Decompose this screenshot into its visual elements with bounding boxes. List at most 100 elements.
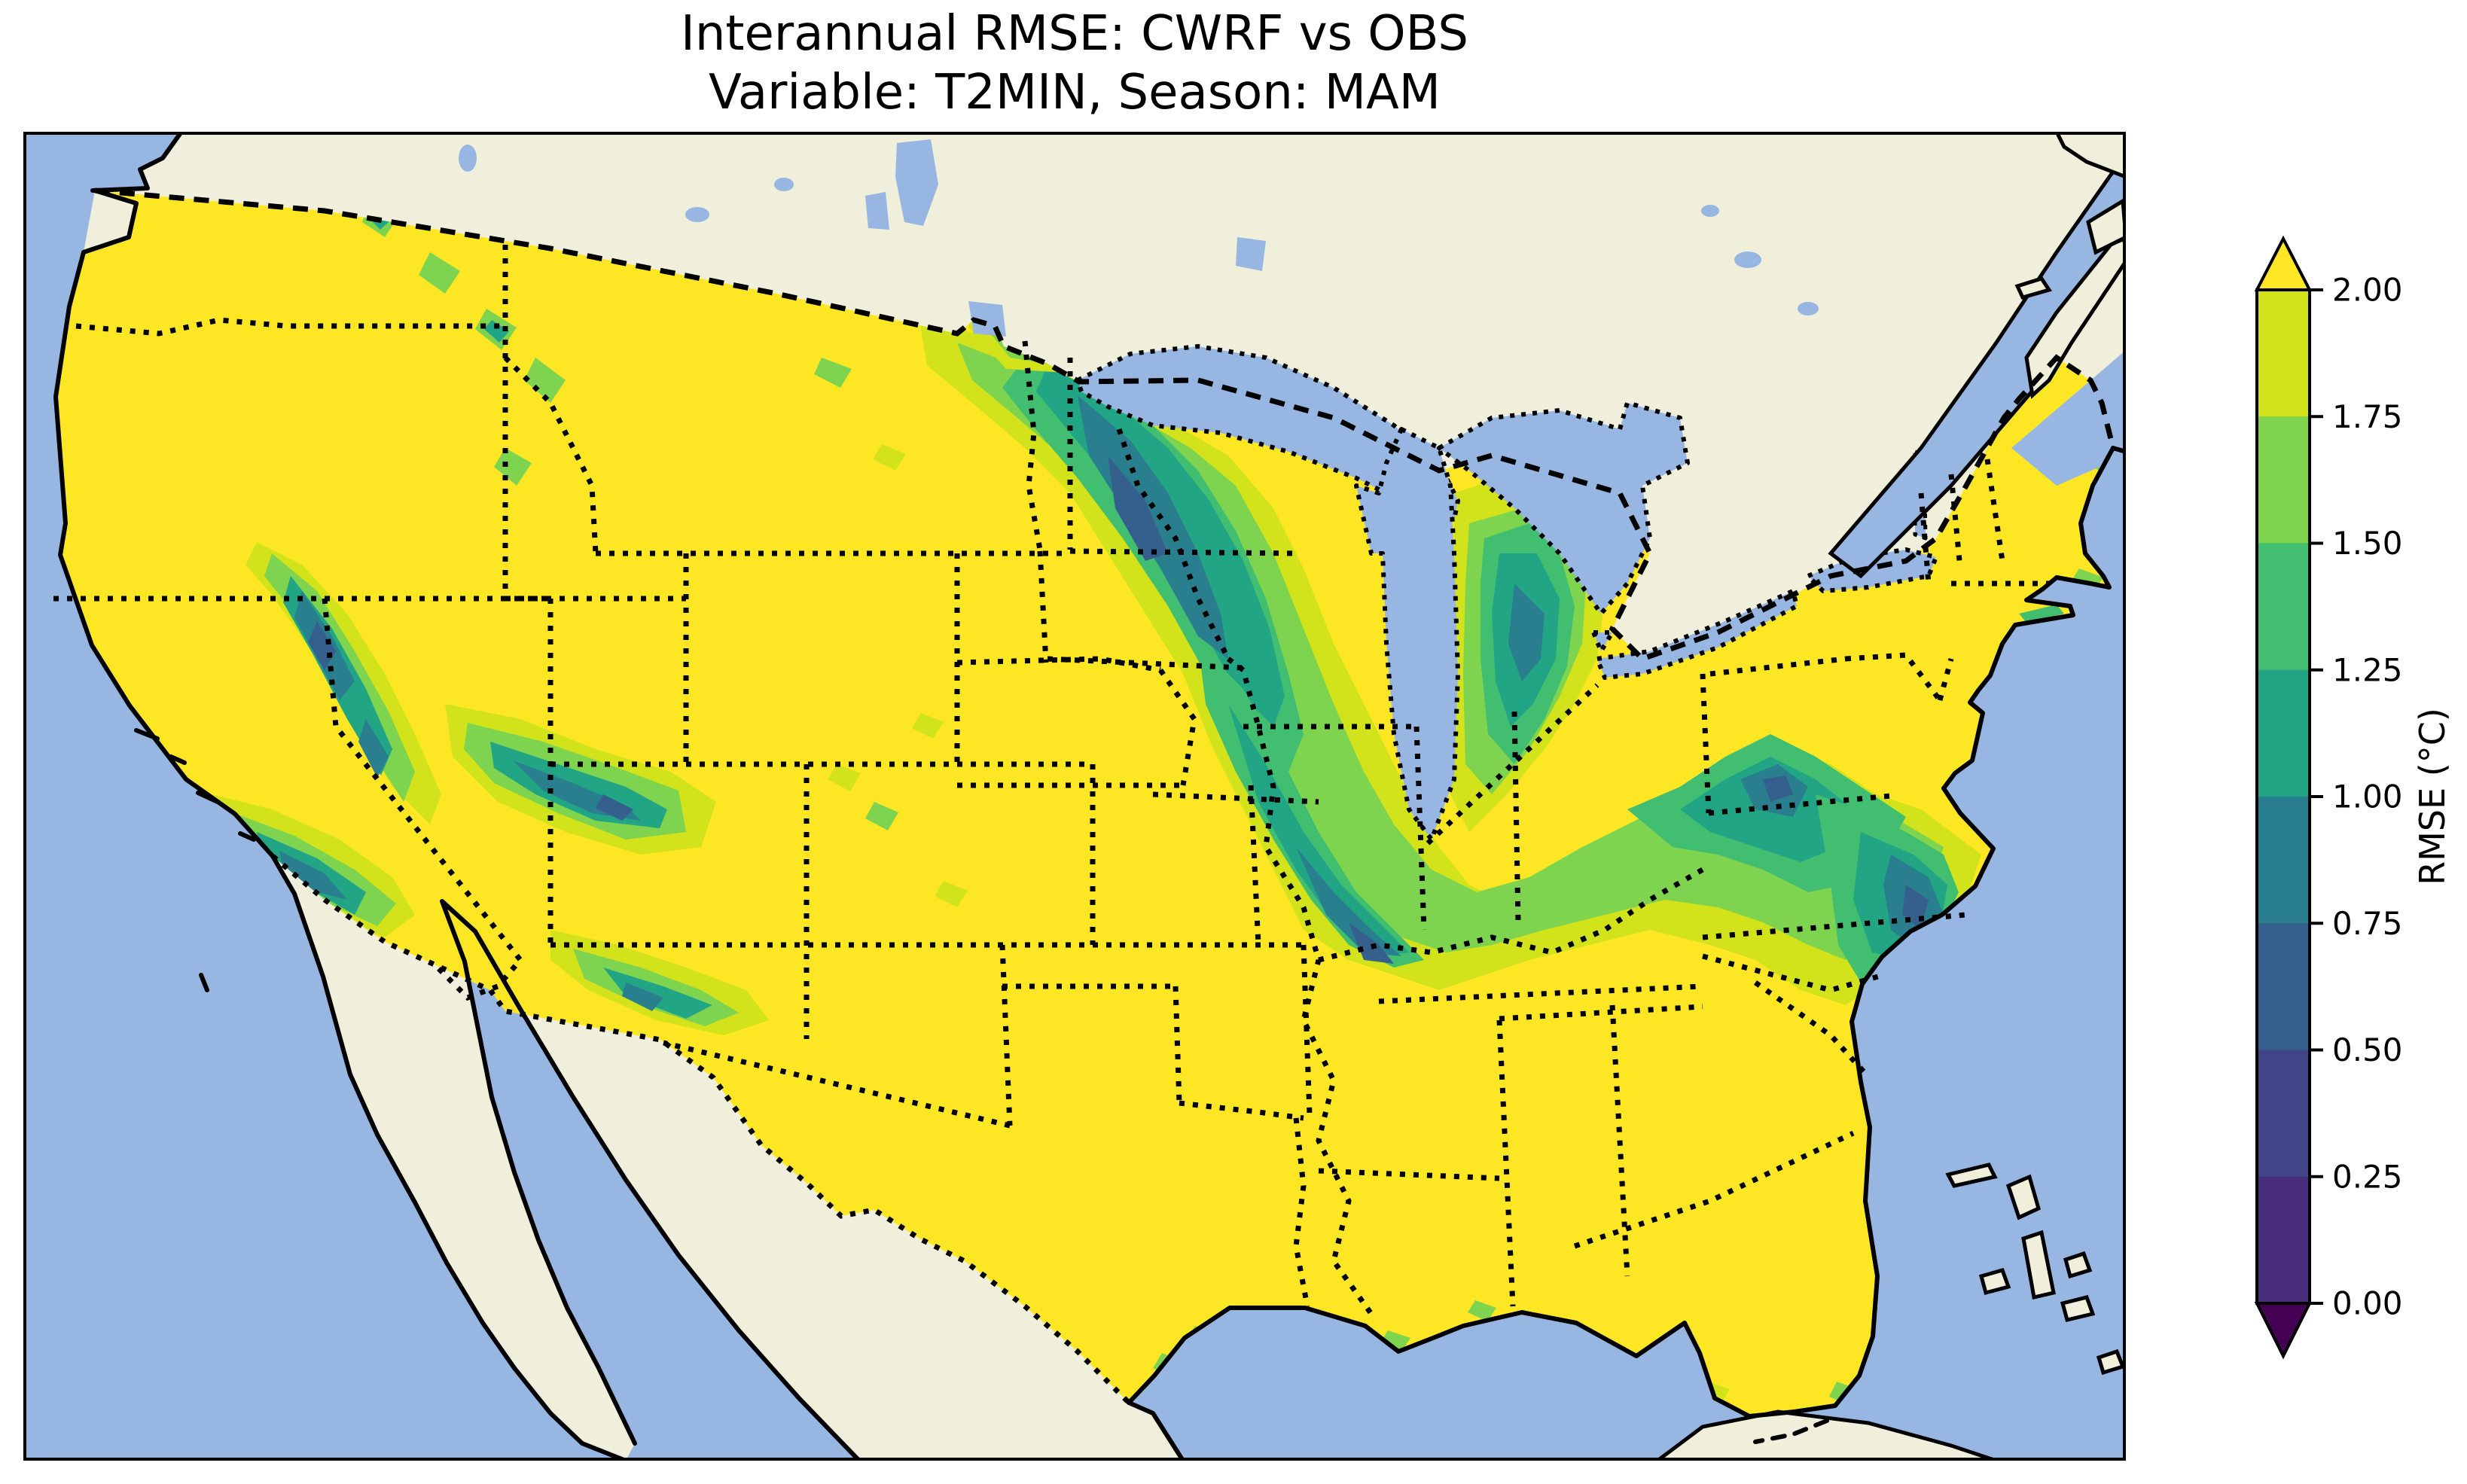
contour-cascade-4 <box>524 358 566 403</box>
lake-manitoba <box>865 192 889 230</box>
lake-speck-2 <box>774 178 794 191</box>
colorbar-tick-label: 0.50 <box>2332 1031 2403 1068</box>
border-nd-mn <box>1022 340 1043 550</box>
colorbar-tick-label: 1.25 <box>2332 651 2403 688</box>
contour-socal-075 <box>279 851 347 900</box>
bahama-island-1 <box>1945 1163 1998 1188</box>
great-lakes <box>1075 344 1938 842</box>
newfoundland-corner <box>2054 132 2126 179</box>
border-nh-me <box>1984 459 2005 562</box>
border-sd-mn <box>1037 550 1049 663</box>
contour-co-3 <box>912 713 944 739</box>
cape-breton <box>2086 197 2126 255</box>
border-mn-wi <box>1116 428 1231 660</box>
channel-island-2 <box>169 754 187 765</box>
contour-gulf-4 <box>1380 1330 1410 1351</box>
colorbar-segment <box>2257 1176 2310 1304</box>
border-pa-ny <box>1709 656 1846 677</box>
colorbar-segment <box>2257 923 2310 1051</box>
contour-mn-050 <box>1108 456 1168 561</box>
lake-speck-3 <box>1734 251 1761 268</box>
contour-co-1 <box>828 764 861 791</box>
lake-nipigon <box>1236 237 1266 271</box>
colorbar: 2.00 1.75 1.50 1.25 1.00 0.75 0.50 0.25 0.00 RMSE… <box>2206 211 2467 1400</box>
colorbar-tick-label: 0.25 <box>2332 1158 2403 1195</box>
border-tx-ok-100w <box>1173 986 1182 1104</box>
contour-az-075 <box>622 983 663 1011</box>
lake-stclair <box>1591 630 1615 654</box>
lake-superior <box>1075 344 1460 522</box>
contour-cascade-5 <box>494 448 532 486</box>
bahama-island-6 <box>1978 1267 2011 1296</box>
border-tx-la <box>1293 1117 1310 1307</box>
contour-cascade-3c <box>484 320 509 343</box>
border-al-ga <box>1609 1004 1630 1277</box>
border-tx-nm-32n <box>663 1040 1011 1129</box>
turks-island <box>2096 1348 2126 1376</box>
border-nm-tx <box>999 944 1013 1126</box>
channel-island-4 <box>238 831 256 842</box>
colorbar-tick-label: 0.00 <box>2332 1285 2403 1322</box>
contour-co-2 <box>865 802 898 830</box>
colorbar-over-arrow <box>2254 235 2313 291</box>
lake-michigan <box>1354 427 1460 842</box>
colorbar-segment <box>2257 797 2310 925</box>
contour-id-spot <box>814 358 852 388</box>
border-vt-nh <box>1948 474 1963 569</box>
border-wa-or <box>75 317 505 337</box>
nova-scotia <box>2024 236 2126 399</box>
contour-il-050 <box>1349 922 1394 964</box>
rmse-contours <box>212 200 2108 1406</box>
us-mexico-border <box>270 854 1131 1405</box>
contour-longisland-spot <box>2019 605 2064 623</box>
colorbar-tick-label: 1.00 <box>2332 779 2403 815</box>
border-ia-mo <box>1152 791 1319 805</box>
colorbar-segment <box>2257 543 2310 671</box>
lake-speck-1 <box>685 207 709 222</box>
chart-title: Interannual RMSE: CWRF vs OBS Variable: … <box>23 5 2126 122</box>
border-va-nc <box>1702 912 1967 940</box>
coastlines <box>53 132 2126 1461</box>
florida-keys <box>1753 1418 1829 1444</box>
border-nd-sd <box>1069 548 1301 556</box>
contour-cascade-2 <box>419 252 460 294</box>
colorbar-tick-label: 1.50 <box>2332 525 2403 562</box>
border-mason-dixon <box>1708 793 1892 816</box>
national-borders <box>94 187 2116 1405</box>
lake-huron <box>1437 401 1690 616</box>
border-red-river <box>1179 1100 1304 1121</box>
us-canada-border <box>94 187 2116 663</box>
state-borders <box>53 245 2049 1316</box>
border-sc-ga <box>1753 980 1871 1079</box>
bahama-island-3 <box>2021 1230 2056 1300</box>
colorbar-tick-label: 0.75 <box>2332 905 2403 942</box>
contour-il-125 <box>1198 644 1424 967</box>
border-mn-ia <box>1047 656 1244 671</box>
contour-nm-1 <box>935 881 968 907</box>
border-nc-sc <box>1702 953 1884 993</box>
bay-of-fundy <box>2011 350 2126 486</box>
pacific-mexico-coastline <box>53 132 628 1461</box>
colorbar-tick-label: 1.75 <box>2332 398 2403 435</box>
bahama-island-4 <box>2063 1251 2093 1279</box>
contour-mi-075 <box>1508 584 1545 681</box>
border-ar-la <box>1318 1168 1500 1181</box>
colorbar-under-arrow <box>2254 1302 2313 1360</box>
colorbar-segment <box>2257 669 2310 797</box>
gulf-of-california-coastline <box>440 899 861 1461</box>
colorbar-axis-label: RMSE (°C) <box>2412 708 2453 885</box>
border-mi-oh-in <box>1426 683 1599 846</box>
lake-speck-5 <box>1701 205 1719 217</box>
bahama-island-2 <box>2005 1174 2041 1220</box>
border-ok-ar-mo <box>1301 944 1313 1115</box>
border-ny-pa-east <box>1845 652 1942 702</box>
contour-id-spot2 <box>873 444 906 471</box>
title-line-2: Variable: T2MIN, Season: MAM <box>709 65 1441 120</box>
gulf-atlantic-coastline <box>1127 446 2126 1418</box>
border-ga-fl <box>1573 1130 1855 1249</box>
border-oh-pa <box>1700 673 1712 814</box>
bahama-island-5 <box>2060 1295 2096 1322</box>
baja-island <box>199 973 209 992</box>
contour-ohpa-050 <box>1763 776 1793 802</box>
